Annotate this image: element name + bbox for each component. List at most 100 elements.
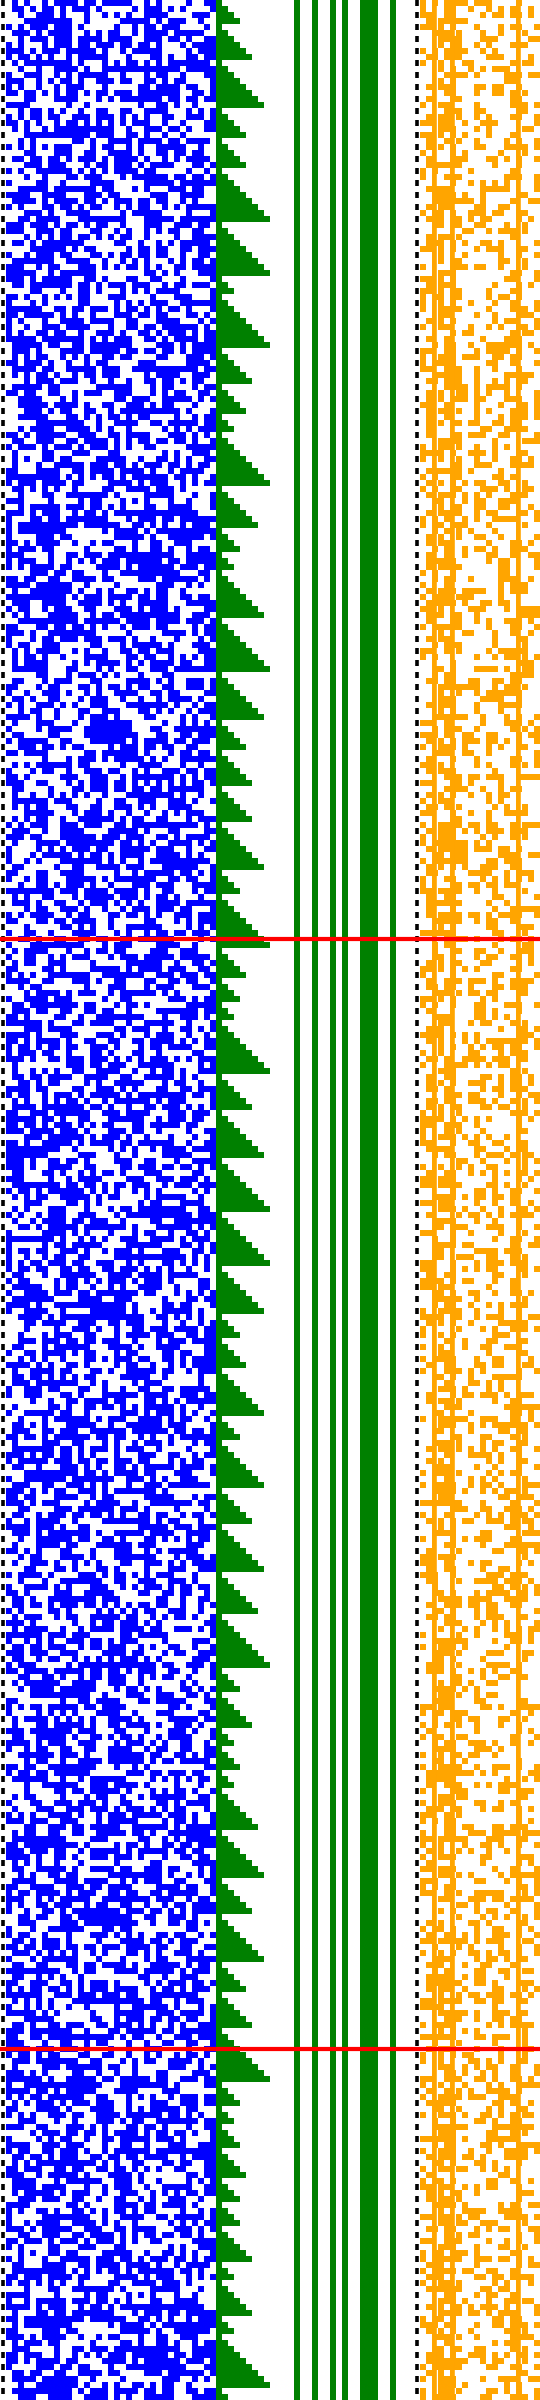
green-stair-edge (219, 672, 222, 678)
blue-cell (42, 1482, 54, 1488)
blue-cell (162, 1068, 174, 1074)
blue-cell (114, 2346, 180, 2352)
blue-cell (36, 2280, 42, 2286)
blue-cell (66, 768, 72, 774)
blue-cell (114, 2388, 138, 2394)
blue-cell (186, 2190, 198, 2196)
green-stair-cell (216, 852, 252, 858)
blue-cell (42, 2142, 60, 2148)
orange-cell (474, 222, 486, 228)
blue-cell (168, 2016, 180, 2022)
blue-cell (126, 1104, 132, 1110)
orange-cell (504, 714, 510, 720)
blue-cell (210, 2370, 216, 2376)
blue-cell (90, 1806, 108, 1812)
blue-cell (150, 804, 156, 810)
green-stair-cell (216, 1014, 234, 1020)
orange-cell (480, 720, 486, 726)
green-stair-cell (216, 2238, 234, 2244)
blue-cell (84, 90, 90, 96)
blue-cell (186, 810, 204, 816)
blue-cell (30, 114, 42, 120)
blue-cell (36, 918, 48, 924)
green-stair-edge (225, 1920, 228, 1926)
orange-cell (420, 168, 426, 174)
orange-cell (444, 336, 450, 342)
blue-cell (162, 78, 168, 84)
green-stair-edge (225, 624, 228, 630)
blue-cell (84, 1008, 96, 1014)
green-stair-edge (225, 2322, 228, 2328)
blue-cell (192, 2256, 198, 2262)
blue-cell (156, 438, 168, 444)
blue-cell (162, 1662, 174, 1668)
blue-cell (108, 1416, 126, 1422)
blue-cell (126, 1362, 138, 1368)
blue-cell (36, 1758, 48, 1764)
blue-cell (90, 1236, 96, 1242)
blue-cell (126, 1092, 132, 1098)
blue-cell (78, 1776, 84, 1782)
orange-cell (426, 552, 432, 558)
blue-cell (126, 444, 132, 450)
blue-cell (186, 1020, 192, 1026)
blue-cell (138, 1590, 150, 1596)
blue-cell (114, 2016, 120, 2022)
blue-cell (48, 552, 54, 558)
blue-cell (18, 54, 30, 60)
blue-cell (180, 1680, 186, 1686)
blue-cell (126, 1668, 132, 1674)
orange-cell (432, 30, 450, 36)
blue-cell (72, 1374, 78, 1380)
blue-cell (12, 348, 30, 354)
blue-cell (48, 1740, 66, 1746)
green-stair-cell (216, 1860, 252, 1866)
green-stair-edge (243, 2250, 246, 2256)
green-stair-edge (219, 1788, 222, 1794)
blue-cell (198, 1308, 204, 1314)
blue-cell (132, 2064, 138, 2070)
blue-cell (42, 606, 48, 612)
blue-cell (6, 966, 18, 972)
blue-cell (12, 762, 18, 768)
green-stair-cell (216, 324, 252, 330)
blue-cell (192, 1260, 198, 1266)
blue-cell (132, 1086, 138, 1092)
blue-cell (66, 1176, 72, 1182)
green-stair-cell (216, 1602, 252, 1608)
blue-cell (12, 456, 18, 462)
blue-cell (132, 258, 138, 264)
orange-cell (474, 378, 480, 384)
blue-cell (12, 1530, 30, 1536)
orange-cell (528, 552, 540, 558)
blue-cell (114, 1254, 186, 1260)
blue-cell (24, 1566, 36, 1572)
blue-cell (66, 2130, 78, 2136)
green-stair-edge (231, 1740, 234, 1746)
blue-cell (96, 108, 108, 114)
blue-cell (114, 2088, 138, 2094)
blue-cell (150, 1056, 168, 1062)
blue-cell (156, 42, 162, 48)
blue-cell (168, 876, 180, 882)
blue-cell (30, 282, 72, 288)
blue-cell (12, 2154, 24, 2160)
blue-cell (120, 894, 138, 900)
green-stair-cell (216, 1824, 258, 1830)
blue-cell (108, 1422, 114, 1428)
blue-cell (162, 1476, 168, 1482)
blue-cell (126, 60, 138, 66)
blue-cell (174, 1878, 186, 1884)
blue-cell (12, 2184, 36, 2190)
blue-cell (186, 1530, 210, 1536)
green-stair-edge (225, 678, 228, 684)
blue-cell (114, 1986, 138, 1992)
blue-cell (42, 2010, 48, 2016)
blue-cell (168, 1668, 180, 1674)
blue-cell (18, 2244, 24, 2250)
blue-cell (138, 204, 150, 210)
green-stair-cell (216, 2058, 252, 2064)
blue-cell (24, 1944, 36, 1950)
orange-cell (462, 492, 468, 498)
blue-cell (84, 192, 102, 198)
